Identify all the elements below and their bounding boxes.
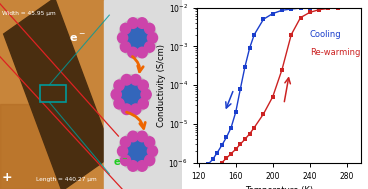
Circle shape xyxy=(120,137,131,147)
Circle shape xyxy=(118,131,157,171)
Text: e$^-$: e$^-$ xyxy=(69,33,86,44)
Text: Re-warming: Re-warming xyxy=(310,48,360,57)
Circle shape xyxy=(120,155,131,166)
Circle shape xyxy=(114,98,124,109)
Circle shape xyxy=(145,23,155,34)
Circle shape xyxy=(131,74,141,85)
Circle shape xyxy=(128,18,138,28)
Circle shape xyxy=(112,75,150,114)
Text: Cooling: Cooling xyxy=(310,30,342,39)
Circle shape xyxy=(111,89,121,100)
Circle shape xyxy=(137,18,147,28)
Text: Length = 440.27 μm: Length = 440.27 μm xyxy=(36,177,97,182)
Circle shape xyxy=(121,74,132,85)
Bar xyxy=(40,85,66,102)
Circle shape xyxy=(137,47,147,58)
Polygon shape xyxy=(4,0,113,189)
Circle shape xyxy=(141,89,151,100)
Circle shape xyxy=(145,42,155,52)
Y-axis label: Conductivity (S/cm): Conductivity (S/cm) xyxy=(157,43,166,127)
Circle shape xyxy=(128,131,138,142)
Text: Width = 45.95 μm: Width = 45.95 μm xyxy=(2,11,56,16)
Circle shape xyxy=(145,155,155,166)
Circle shape xyxy=(120,42,131,52)
Circle shape xyxy=(128,161,138,171)
Text: +: + xyxy=(2,171,13,184)
Bar xyxy=(0,104,64,189)
Circle shape xyxy=(120,23,131,34)
Circle shape xyxy=(125,25,150,51)
Circle shape xyxy=(118,81,144,108)
Circle shape xyxy=(137,161,147,171)
Circle shape xyxy=(131,104,141,115)
Circle shape xyxy=(147,146,158,156)
Circle shape xyxy=(125,138,150,164)
Circle shape xyxy=(118,18,157,58)
Circle shape xyxy=(147,33,158,43)
X-axis label: Temperature (K): Temperature (K) xyxy=(245,186,313,189)
Circle shape xyxy=(128,47,138,58)
Circle shape xyxy=(137,131,147,142)
Circle shape xyxy=(117,146,128,156)
Bar xyxy=(104,0,182,189)
Text: e$^-$: e$^-$ xyxy=(113,157,128,168)
Bar xyxy=(109,0,182,94)
Circle shape xyxy=(121,104,132,115)
Circle shape xyxy=(117,33,128,43)
Circle shape xyxy=(138,98,148,109)
Circle shape xyxy=(138,80,148,91)
Circle shape xyxy=(114,80,124,91)
Circle shape xyxy=(145,137,155,147)
